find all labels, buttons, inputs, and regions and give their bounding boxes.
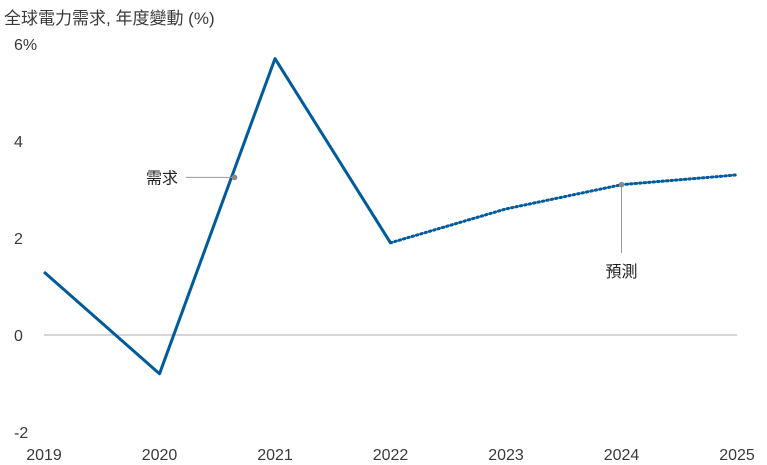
- series-lines: [43, 57, 739, 376]
- x-tick-label: 2025: [719, 447, 755, 464]
- chart-title: 全球電力需求, 年度變動 (%): [4, 9, 215, 28]
- series-line-demand: [43, 57, 392, 376]
- x-tick-label: 2019: [26, 447, 62, 464]
- x-tick-label: 2021: [257, 447, 293, 464]
- y-axis-tick-labels: 6% 4 2 0 -2: [14, 37, 37, 442]
- series-line-forecast: [389, 173, 739, 245]
- annotation-marker-forecast: [618, 181, 625, 188]
- x-axis-tick-labels: 2019 2020 2021 2022 2023 2024 2025: [26, 447, 755, 464]
- y-tick-label: 2: [14, 231, 23, 248]
- annotation-label-forecast: 預測: [605, 263, 637, 281]
- y-tick-label: 0: [14, 328, 23, 345]
- y-tick-label: 4: [14, 134, 23, 151]
- annotation-label-demand: 需求: [146, 169, 178, 187]
- x-tick-label: 2022: [373, 447, 409, 464]
- y-tick-label: -2: [14, 425, 28, 442]
- x-tick-label: 2023: [488, 447, 524, 464]
- annotation-marker-demand: [231, 174, 238, 181]
- y-tick-label: 6%: [14, 37, 37, 54]
- x-tick-label: 2024: [604, 447, 640, 464]
- x-tick-label: 2020: [142, 447, 178, 464]
